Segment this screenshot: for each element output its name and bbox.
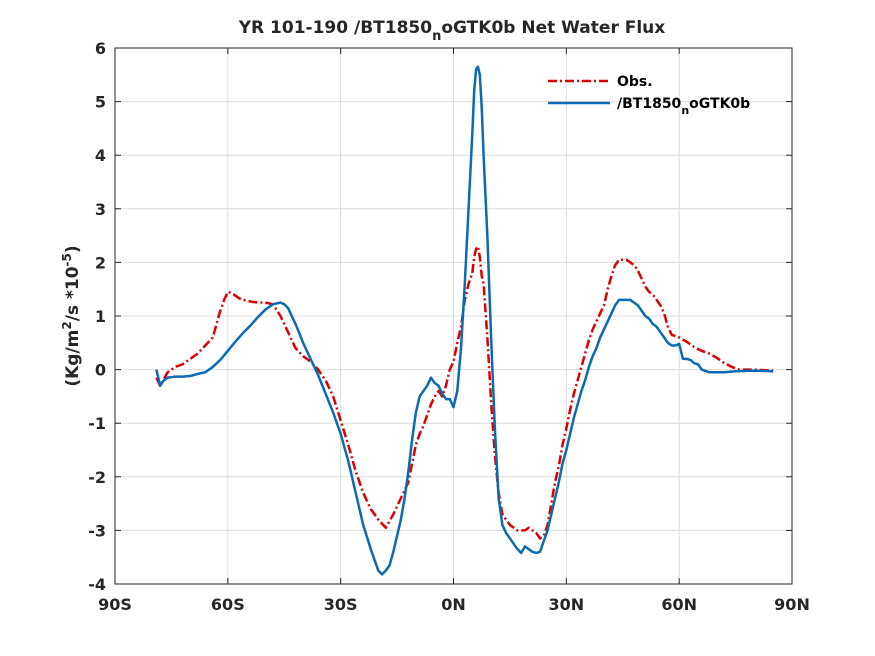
- x-tick-label-5: 60N: [661, 595, 697, 614]
- y-tick-label-3: -1: [88, 414, 106, 433]
- y-tick-label-9: 5: [95, 93, 106, 112]
- legend-label-model: /BT1850noGTK0b: [617, 96, 750, 117]
- y-tick-label-4: 0: [95, 361, 106, 380]
- y-tick-label-1: -3: [88, 521, 106, 540]
- x-tick-label-6: 90N: [774, 595, 810, 614]
- series-line-0: [155, 245, 774, 540]
- grid-lines: [114, 47, 793, 585]
- chart-title: YR 101-190 /BT1850noGTK0b Net Water Flux: [238, 18, 666, 44]
- series-line-1: [155, 65, 774, 576]
- x-tick-label-4: 30N: [549, 595, 585, 614]
- x-tick-label-0: 90S: [98, 595, 132, 614]
- legend-label-obs: Obs.: [617, 74, 653, 90]
- y-axis-label: (Kg/m2/s *10-5): [60, 245, 83, 386]
- y-tick-label-2: -2: [88, 468, 106, 487]
- y-tick-label-7: 3: [95, 200, 106, 219]
- y-tick-label-10: 6: [95, 39, 106, 58]
- y-tick-label-0: -4: [88, 575, 106, 594]
- y-tick-label-8: 4: [95, 146, 106, 165]
- x-tick-label-2: 30S: [324, 595, 358, 614]
- x-tick-label-1: 60S: [211, 595, 245, 614]
- y-tick-label-5: 1: [95, 307, 106, 326]
- legend: Obs. /BT1850noGTK0b: [548, 74, 750, 117]
- x-tick-label-3: 0N: [441, 595, 466, 614]
- plot-series: [155, 65, 774, 576]
- y-tick-label-6: 2: [95, 253, 106, 272]
- axis-ticks: 90S 60S 30S 0N 30N 60N 90N -4 -3 -2 -1 0 1 2 3 4 5 6: [88, 39, 810, 614]
